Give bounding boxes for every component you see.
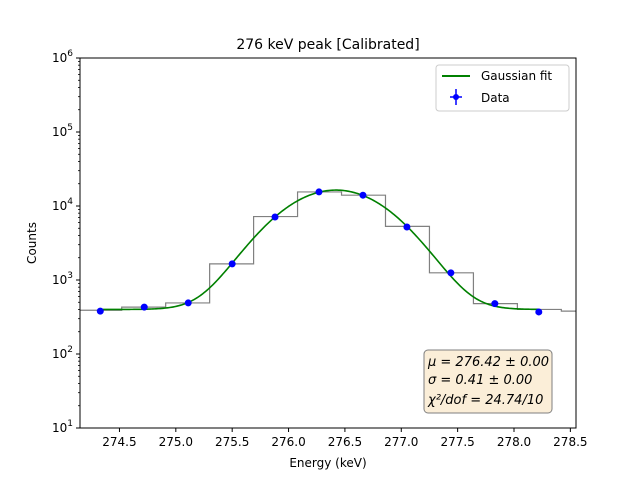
data-point xyxy=(447,269,455,277)
y-axis-label: Counts xyxy=(25,222,39,264)
fit-stats-background xyxy=(423,349,553,414)
plot-frame xyxy=(79,57,577,429)
points-layer xyxy=(96,188,543,316)
data-point xyxy=(315,188,323,196)
y-tick-label: 101 xyxy=(52,419,73,435)
fit-stats-box: μ = 276.42 ± 0.00 σ = 0.41 ± 0.00 χ²/dof… xyxy=(423,349,553,414)
y-tick-label: 106 xyxy=(52,49,73,65)
y-tick-label: 103 xyxy=(52,271,73,287)
fit-stats-mu: μ = 276.42 ± 0.00 xyxy=(427,355,549,370)
x-tick-label: 278.5 xyxy=(553,435,587,449)
x-tick-label: 277.5 xyxy=(440,435,474,449)
data-point xyxy=(96,307,104,315)
x-tick-label: 275.0 xyxy=(159,435,193,449)
data-point xyxy=(271,213,279,221)
x-tick-label: 276.0 xyxy=(271,435,305,449)
data-point xyxy=(359,191,367,199)
histogram-layer xyxy=(80,191,576,312)
x-axis-label: Energy (keV) xyxy=(289,456,366,470)
data-point xyxy=(491,300,499,308)
y-axis: 101 102 103 104 105 106 xyxy=(52,49,80,435)
data-point xyxy=(140,303,148,311)
legend-fit-label: Gaussian fit xyxy=(481,69,552,83)
x-tick-label: 276.5 xyxy=(328,435,362,449)
fit-stats-sigma: σ = 0.41 ± 0.00 xyxy=(428,373,532,388)
x-tick-label: 275.5 xyxy=(215,435,249,449)
y-tick-label: 102 xyxy=(52,345,73,361)
data-point xyxy=(535,308,543,316)
x-tick-label: 278.0 xyxy=(497,435,531,449)
fit-stats-chi2: χ²/dof = 24.74/10 xyxy=(427,393,543,408)
x-axis: 274.5 275.0 275.5 276.0 276.5 277.0 277.5 278.0… xyxy=(102,428,588,449)
data-point xyxy=(228,260,236,268)
data-point xyxy=(403,223,411,231)
histogram-steps xyxy=(80,191,576,312)
x-tick-label: 274.5 xyxy=(102,435,136,449)
legend-data-swatch xyxy=(450,89,462,105)
chart-title: 276 keV peak [Calibrated] xyxy=(236,37,419,53)
y-tick-label: 104 xyxy=(52,197,73,213)
plot-area xyxy=(80,188,576,316)
data-point xyxy=(184,299,192,307)
legend: Gaussian fit Data xyxy=(435,64,570,112)
legend-data-label: Data xyxy=(481,91,510,105)
y-tick-label: 105 xyxy=(52,123,73,139)
x-tick-label: 277.0 xyxy=(384,435,418,449)
